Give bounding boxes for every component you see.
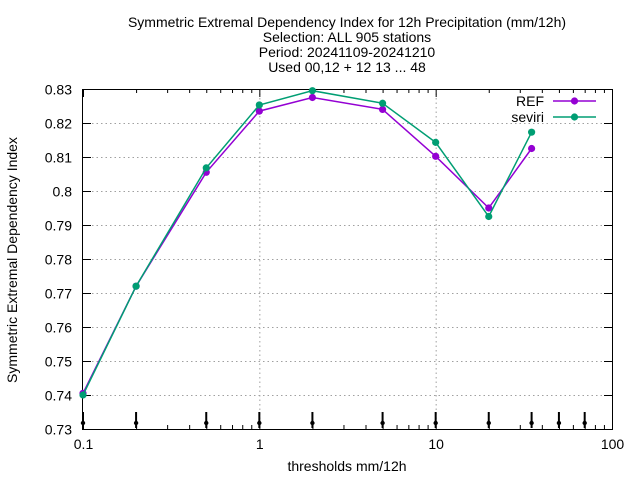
legend-swatch-point bbox=[570, 113, 579, 121]
title-line: Period: 20241109-20241210 bbox=[259, 44, 436, 60]
y-tick-label: 0.73 bbox=[45, 422, 72, 438]
threshold-marker-dot bbox=[529, 420, 534, 426]
grid bbox=[83, 89, 612, 429]
series-point-seviri bbox=[79, 391, 87, 399]
y-tick-label: 0.81 bbox=[45, 150, 72, 166]
legend-label: seviri bbox=[511, 109, 544, 125]
y-tick-label: 0.76 bbox=[45, 320, 72, 336]
threshold-marker-dot bbox=[380, 420, 385, 426]
series-point-seviri bbox=[432, 138, 440, 146]
series-point-seviri bbox=[485, 212, 493, 221]
y-tick-label: 0.75 bbox=[45, 354, 72, 370]
series-point-seviri bbox=[255, 101, 263, 109]
series bbox=[79, 87, 536, 399]
x-tick-label: 100 bbox=[601, 436, 625, 452]
y-axis-label: Symmetric Extremal Dependency Index bbox=[4, 137, 20, 383]
y-tick-label: 0.79 bbox=[45, 218, 72, 234]
plot-frame bbox=[82, 89, 613, 430]
title-line: Symmetric Extremal Dependency Index for … bbox=[128, 14, 566, 30]
series-point-ref bbox=[255, 107, 263, 115]
y-tick-label: 0.82 bbox=[45, 116, 72, 132]
x-tick-label: 1 bbox=[256, 436, 264, 452]
chart-title: Symmetric Extremal Dependency Index for … bbox=[128, 14, 566, 75]
series-line-seviri bbox=[82, 89, 533, 396]
x-tick-label: 0.1 bbox=[74, 436, 94, 452]
series-point-seviri bbox=[378, 99, 387, 107]
series-point-seviri bbox=[132, 282, 140, 290]
title-line: Selection: ALL 905 stations bbox=[263, 29, 431, 45]
threshold-marker-dot bbox=[556, 420, 562, 426]
threshold-markers bbox=[80, 412, 587, 428]
threshold-marker-dot bbox=[486, 420, 491, 426]
series-point-ref bbox=[308, 93, 317, 102]
series-point-ref bbox=[432, 152, 440, 160]
y-tick-label: 0.83 bbox=[45, 82, 72, 98]
series-point-ref bbox=[485, 204, 493, 212]
title-line: Used 00,12 + 12 13 ... 48 bbox=[268, 59, 426, 75]
threshold-marker-dot bbox=[433, 420, 438, 426]
legend-swatch-point bbox=[570, 97, 579, 105]
x-tick-label: 10 bbox=[428, 436, 444, 452]
threshold-marker-dot bbox=[204, 420, 209, 426]
y-tick-label: 0.78 bbox=[45, 252, 72, 268]
series-point-seviri bbox=[528, 128, 536, 136]
x-axis-label: thresholds mm/12h bbox=[287, 458, 406, 474]
series-point-ref bbox=[528, 144, 536, 153]
series-point-seviri bbox=[308, 87, 317, 95]
threshold-marker-dot bbox=[257, 420, 262, 426]
series-point-seviri bbox=[202, 164, 210, 172]
y-tick-label: 0.8 bbox=[53, 184, 73, 200]
y-tick-label: 0.77 bbox=[45, 286, 72, 302]
threshold-marker-dot bbox=[310, 420, 315, 426]
series-line-ref bbox=[82, 96, 533, 394]
y-tick-label: 0.74 bbox=[45, 388, 72, 404]
series-point-ref bbox=[378, 105, 387, 113]
threshold-marker-dot bbox=[582, 420, 587, 426]
threshold-marker-dot bbox=[133, 420, 139, 426]
legend-label: REF bbox=[516, 93, 544, 109]
axis-ticks: 0.73 0.74 0.75 0.76 0.77 0.78 0.79 0.8 0.81 0.82 0… bbox=[45, 82, 625, 453]
